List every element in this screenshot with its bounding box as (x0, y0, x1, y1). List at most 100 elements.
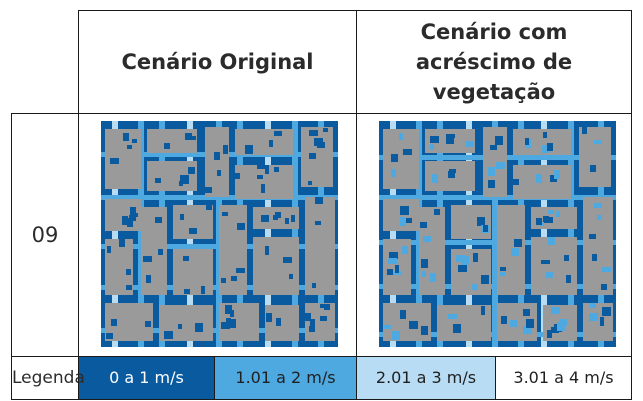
speckle (217, 169, 221, 176)
speckle (164, 142, 170, 149)
speckle (582, 126, 587, 134)
speckle (206, 204, 212, 210)
speckle (543, 131, 547, 138)
speckle (178, 323, 182, 329)
speckle (449, 168, 456, 173)
speckle (190, 135, 196, 140)
header-vegetation-line-1: Cenário com (420, 20, 568, 44)
building-block (265, 304, 299, 341)
flow-streak (390, 120, 396, 347)
speckle (430, 272, 436, 282)
speckle (235, 172, 240, 179)
speckle (267, 312, 271, 317)
speckle (226, 317, 231, 322)
speckle (308, 180, 312, 185)
flow-streak (492, 120, 498, 347)
speckle (395, 264, 399, 273)
speckle (523, 308, 530, 316)
speckle (392, 330, 400, 340)
speckle (550, 174, 557, 182)
speckle (145, 320, 151, 327)
speckle (477, 216, 485, 226)
speckle (400, 205, 409, 215)
speckle (291, 214, 295, 222)
speckle (496, 161, 505, 169)
speckle (399, 132, 403, 140)
speckle (600, 316, 604, 326)
map-cell-vegetation (355, 113, 633, 357)
speckle (548, 236, 555, 245)
speckle (155, 177, 161, 183)
corner-cell (11, 10, 79, 114)
speckle (594, 202, 602, 208)
speckle (237, 222, 245, 230)
speckle (119, 238, 125, 247)
speckle (310, 318, 315, 327)
speckle (523, 325, 532, 334)
speckle (483, 224, 488, 232)
speckle (420, 221, 427, 228)
header-vegetation-line-2: acréscimo de (415, 50, 573, 74)
legend-label: Legenda (11, 356, 85, 400)
speckle (183, 255, 189, 261)
speckle (132, 212, 138, 217)
speckle (111, 318, 117, 326)
speckle (541, 259, 550, 264)
speckle (404, 217, 412, 223)
speckle (309, 129, 318, 136)
building-block (147, 128, 197, 153)
speckle (400, 309, 406, 319)
speckle (129, 214, 136, 221)
speckle (189, 227, 197, 234)
speckle (132, 138, 137, 143)
speckle (274, 130, 282, 136)
speckle (526, 318, 534, 328)
speckle (236, 267, 245, 273)
speckle (245, 144, 253, 154)
speckle (421, 325, 428, 335)
building-block (205, 126, 229, 197)
speckle (283, 256, 292, 263)
speckle (110, 157, 119, 164)
building-block (253, 236, 299, 295)
building-block (147, 160, 197, 191)
speckle (554, 169, 560, 179)
results-table: Cenário Original Cenário com acréscimo d… (11, 10, 633, 400)
speckle (320, 303, 327, 308)
building-block (305, 196, 335, 295)
speckle (432, 173, 438, 183)
building-block (235, 164, 293, 199)
wind-map-vegetation (379, 120, 616, 347)
speckle (473, 252, 478, 262)
speckle (126, 268, 131, 275)
speckle (456, 254, 465, 262)
map-row: 09 (11, 113, 633, 357)
speckle (547, 142, 553, 151)
speckle (488, 179, 495, 188)
speckle (500, 266, 506, 271)
speckle (130, 206, 136, 216)
speckle (481, 274, 489, 284)
speckle (261, 214, 269, 222)
speckle (214, 151, 220, 160)
building-block (579, 126, 611, 187)
legend-item-0-1: 0 a 1 m/s (78, 356, 215, 400)
speckle (557, 321, 565, 331)
speckle (422, 270, 426, 277)
flow-streak (112, 120, 118, 347)
speckle (127, 144, 132, 149)
building-block (305, 302, 335, 341)
speckle (188, 166, 195, 174)
speckle (391, 153, 398, 162)
speckle (195, 322, 203, 332)
speckle (430, 143, 434, 150)
building-block (383, 302, 431, 341)
speckle (536, 217, 542, 225)
speckle (305, 312, 311, 321)
speckle (389, 251, 398, 259)
speckle (146, 274, 151, 283)
legend-item-1-2: 1.01 a 2 m/s (214, 356, 357, 400)
speckle (227, 318, 236, 328)
speckle (549, 216, 553, 223)
